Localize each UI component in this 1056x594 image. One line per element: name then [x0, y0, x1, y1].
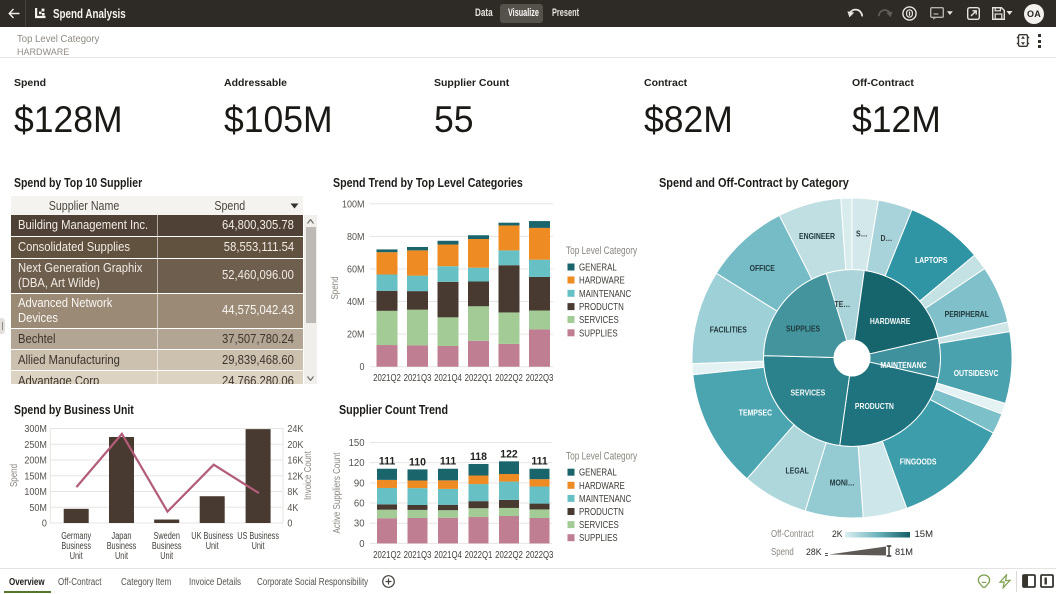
- svg-text:0: 0: [287, 519, 292, 530]
- svg-text:SUPPLIES: SUPPLIES: [786, 324, 820, 334]
- svg-text:GENERAL: GENERAL: [579, 468, 617, 479]
- svg-text:2021Q4: 2021Q4: [434, 373, 462, 384]
- svg-text:Top Level Category: Top Level Category: [566, 245, 637, 257]
- svg-text:120: 120: [349, 458, 365, 469]
- svg-text:PRODUCTN: PRODUCTN: [579, 507, 624, 518]
- svg-text:81M: 81M: [895, 547, 913, 558]
- svg-text:Business: Business: [152, 541, 182, 552]
- svg-text:150: 150: [349, 438, 365, 449]
- svg-text:HARDWARE: HARDWARE: [870, 316, 911, 326]
- svg-text:Germany: Germany: [61, 531, 91, 542]
- svg-text:MAINTENANC: MAINTENANC: [579, 289, 631, 300]
- svg-text:Unit: Unit: [206, 541, 219, 552]
- svg-text:2022Q3: 2022Q3: [526, 550, 554, 561]
- svg-text:Business: Business: [107, 541, 137, 552]
- svg-text:2022Q1: 2022Q1: [465, 550, 493, 561]
- svg-text:PRODUCTN: PRODUCTN: [579, 302, 624, 313]
- svg-text:111: 111: [379, 456, 395, 468]
- svg-text:Sweden: Sweden: [154, 531, 180, 542]
- svg-text:90: 90: [354, 478, 365, 489]
- svg-text:TEMPSEC: TEMPSEC: [739, 408, 772, 418]
- svg-text:122: 122: [500, 448, 517, 460]
- svg-text:GENERAL: GENERAL: [579, 263, 617, 274]
- svg-text:SERVICES: SERVICES: [579, 315, 619, 326]
- svg-text:300M: 300M: [24, 424, 47, 435]
- svg-text:D…: D…: [881, 233, 893, 243]
- svg-text:FINGOODS: FINGOODS: [900, 457, 937, 467]
- svg-text:118: 118: [470, 451, 487, 463]
- svg-text:4K: 4K: [287, 503, 298, 514]
- svg-text:100M: 100M: [24, 487, 47, 498]
- svg-text:2021Q2: 2021Q2: [373, 550, 401, 561]
- svg-text:OFFICE: OFFICE: [750, 263, 775, 273]
- svg-text:OUTSIDESVC: OUTSIDESVC: [954, 368, 999, 378]
- svg-text:MONI…: MONI…: [830, 478, 855, 488]
- svg-text:UK Business: UK Business: [191, 531, 233, 542]
- svg-text:111: 111: [531, 456, 547, 468]
- svg-text:ENGINEER: ENGINEER: [799, 231, 835, 241]
- svg-text:FACILITIES: FACILITIES: [710, 324, 747, 334]
- svg-text:HARDWARE: HARDWARE: [579, 276, 625, 287]
- svg-text:Off-Contract: Off-Contract: [771, 528, 814, 540]
- svg-text:Invoice Count: Invoice Count: [303, 451, 314, 500]
- svg-text:Unit: Unit: [70, 551, 83, 562]
- svg-text:60M: 60M: [347, 264, 365, 275]
- svg-text:US Business: US Business: [237, 531, 279, 542]
- svg-text:PERIPHERAL: PERIPHERAL: [945, 309, 989, 319]
- svg-text:Spend: Spend: [771, 546, 794, 558]
- svg-text:Unit: Unit: [252, 541, 265, 552]
- svg-text:MAINTENANC: MAINTENANC: [579, 494, 631, 505]
- svg-text:MAINTENANC: MAINTENANC: [880, 360, 926, 370]
- svg-text:16K: 16K: [287, 456, 303, 467]
- svg-text:20K: 20K: [287, 440, 303, 451]
- svg-text:0: 0: [360, 362, 365, 373]
- svg-text:S…: S…: [856, 228, 868, 238]
- svg-text:150M: 150M: [24, 471, 47, 482]
- svg-text:Unit: Unit: [115, 551, 128, 562]
- svg-text:Unit: Unit: [160, 551, 173, 562]
- svg-text:Business: Business: [61, 541, 91, 552]
- svg-text:SUPPLIES: SUPPLIES: [579, 533, 618, 544]
- svg-text:0: 0: [359, 539, 365, 550]
- svg-text:2022Q2: 2022Q2: [495, 373, 523, 384]
- svg-text:60: 60: [354, 499, 365, 510]
- svg-text:0: 0: [42, 519, 47, 530]
- svg-text:2021Q3: 2021Q3: [404, 550, 432, 561]
- svg-text:250M: 250M: [24, 440, 47, 451]
- svg-text:2022Q3: 2022Q3: [526, 373, 554, 384]
- svg-text:Active Suppliers Count: Active Suppliers Count: [332, 452, 343, 533]
- svg-text:LEGAL: LEGAL: [786, 465, 809, 475]
- svg-text:30: 30: [354, 519, 365, 530]
- svg-text:2K: 2K: [832, 529, 843, 540]
- svg-text:LAPTOPS: LAPTOPS: [915, 255, 948, 265]
- svg-text:15M: 15M: [915, 529, 934, 540]
- svg-text:Spend: Spend: [9, 464, 20, 487]
- svg-text:50M: 50M: [29, 503, 47, 514]
- svg-text:SERVICES: SERVICES: [791, 388, 826, 398]
- svg-text:12K: 12K: [287, 471, 303, 482]
- svg-text:Spend: Spend: [330, 276, 341, 299]
- svg-text:2021Q2: 2021Q2: [373, 373, 401, 384]
- svg-text:2022Q1: 2022Q1: [465, 373, 493, 384]
- svg-text:SERVICES: SERVICES: [579, 520, 619, 531]
- svg-text:PRODUCTN: PRODUCTN: [855, 401, 894, 411]
- svg-text:2021Q3: 2021Q3: [404, 373, 432, 384]
- svg-text:110: 110: [409, 456, 426, 468]
- svg-text:SUPPLIES: SUPPLIES: [579, 328, 618, 339]
- svg-text:Japan: Japan: [112, 531, 132, 542]
- svg-text:111: 111: [440, 456, 456, 468]
- svg-text:Top Level Category: Top Level Category: [566, 451, 637, 463]
- svg-text:TE…: TE…: [835, 299, 851, 309]
- svg-text:40M: 40M: [347, 297, 365, 308]
- svg-text:HARDWARE: HARDWARE: [579, 481, 625, 492]
- svg-text:8K: 8K: [287, 487, 298, 498]
- svg-text:24K: 24K: [287, 424, 303, 435]
- svg-text:2022Q2: 2022Q2: [495, 550, 523, 561]
- svg-text:80M: 80M: [347, 232, 365, 243]
- svg-text:200M: 200M: [24, 456, 47, 467]
- svg-text:2021Q4: 2021Q4: [434, 550, 462, 561]
- svg-text:28K: 28K: [806, 547, 822, 558]
- svg-text:100M: 100M: [342, 199, 365, 210]
- svg-text:20M: 20M: [347, 330, 365, 341]
